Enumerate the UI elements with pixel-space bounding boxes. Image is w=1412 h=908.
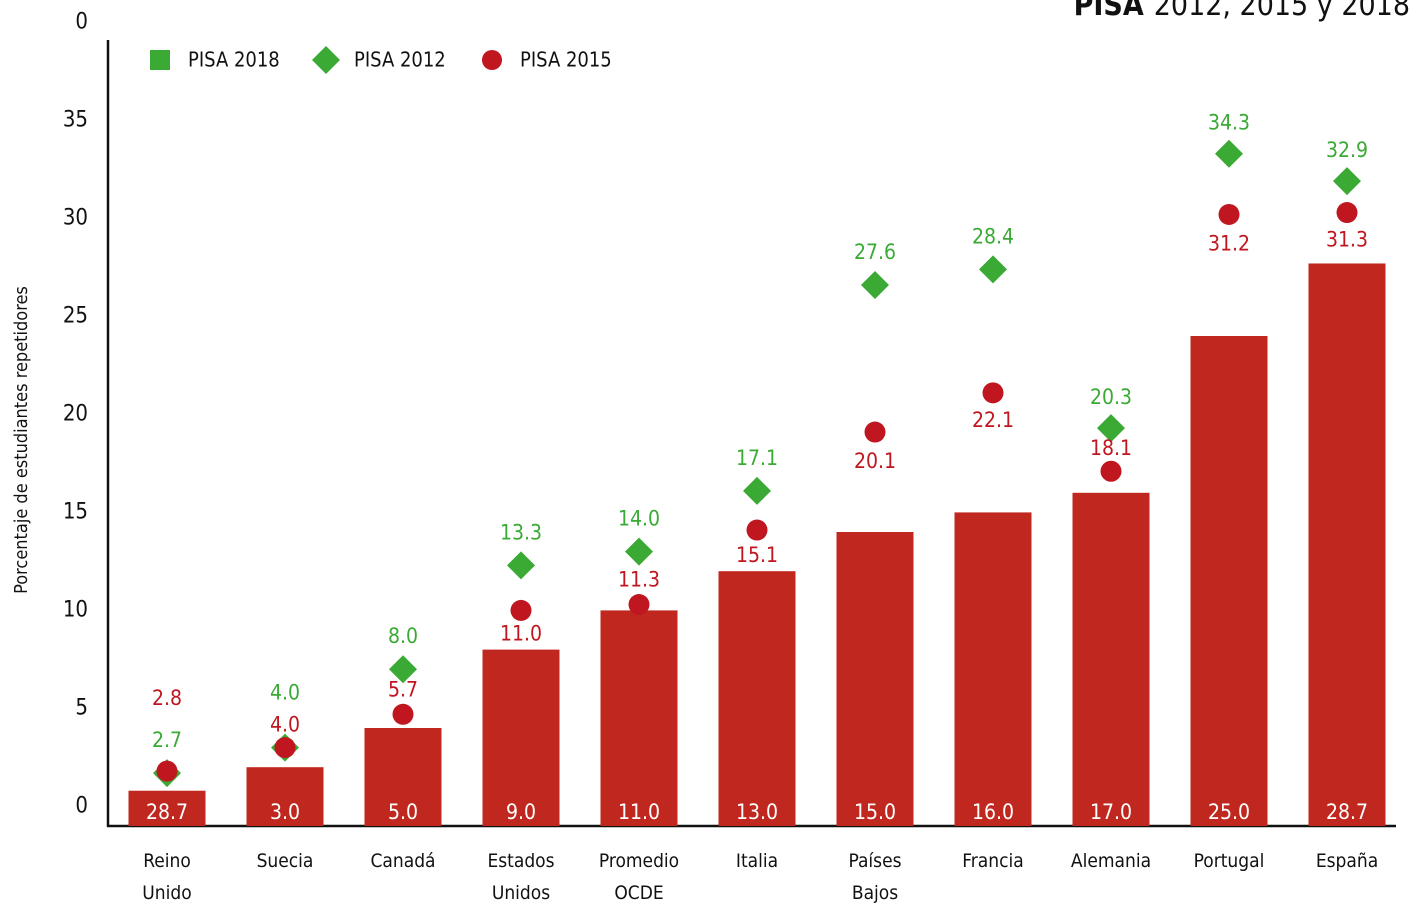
legend-label: PISA 2018 — [188, 48, 280, 72]
bar — [128, 790, 206, 826]
dot-value-label: 18.1 — [1090, 436, 1132, 460]
x-tick-label: Suecia — [256, 850, 314, 872]
x-tick-label: Francia — [962, 850, 1024, 872]
diamond-value-label: 32.9 — [1326, 138, 1368, 162]
bar-value-label: 16.0 — [972, 800, 1014, 824]
diamond-marker — [1215, 139, 1243, 168]
y-tick-label: 25 — [63, 303, 88, 328]
bar — [718, 571, 796, 826]
bar — [364, 728, 442, 826]
bar-value-label: 9.0 — [506, 800, 536, 824]
chart-title: PISA 2012, 2015 y 2018 — [1074, 0, 1410, 23]
x-tick-label: Promedio OCDE — [598, 850, 680, 904]
y-tick-label: 30 — [63, 205, 88, 230]
bar-value-label: 15.0 — [854, 800, 896, 824]
dot-value-label: 31.3 — [1326, 228, 1368, 252]
bar — [836, 532, 914, 826]
legend-label: PISA 2015 — [520, 48, 612, 72]
bar — [1072, 492, 1150, 826]
dot-value-label: 15.1 — [736, 543, 778, 567]
legend-marker — [312, 46, 340, 74]
y-tick-label: 0 — [75, 793, 88, 818]
bar — [1190, 336, 1268, 826]
diamond-value-label: 27.6 — [854, 240, 896, 264]
diamond-value-label: 8.0 — [388, 624, 418, 648]
bar-value-label: 25.0 — [1208, 800, 1250, 824]
dot-marker — [156, 760, 178, 782]
x-tick-label: Países Bajos — [848, 850, 902, 904]
legend-marker — [150, 50, 170, 70]
x-tick-label: Alemania — [1070, 850, 1152, 872]
diamond-value-label: 17.1 — [736, 446, 778, 470]
dot-value-label: 31.2 — [1208, 231, 1250, 255]
x-tick-label: Reino Unido — [142, 850, 192, 904]
x-tick-label: Estados Unidos — [487, 850, 555, 904]
dot-marker — [274, 737, 296, 759]
diamond-marker — [1097, 414, 1125, 443]
dot-marker — [392, 703, 414, 725]
diamond-marker — [389, 655, 417, 684]
diamond-value-label: 2.7 — [152, 728, 182, 752]
x-tick-label: Portugal — [1193, 850, 1265, 872]
y-tick-label: 5 — [75, 695, 88, 720]
bar-value-label: 28.7 — [1326, 800, 1368, 824]
diamond-marker — [861, 271, 889, 300]
diamond-value-label: 34.3 — [1208, 111, 1250, 135]
bar — [954, 512, 1032, 826]
x-tick-label: España — [1315, 850, 1379, 872]
diamond-marker — [743, 476, 771, 505]
diamond-value-label: 28.4 — [972, 224, 1014, 248]
diamond-marker — [1333, 167, 1361, 196]
dot-value-label: 5.7 — [388, 677, 418, 701]
bar-value-label: 5.0 — [388, 800, 418, 824]
x-tick-label: Italia — [735, 850, 779, 872]
diamond-marker — [979, 255, 1007, 284]
dot-value-label: 4.0 — [270, 713, 300, 737]
legend-label: PISA 2012 — [354, 48, 446, 72]
bar-value-label: 17.0 — [1090, 800, 1132, 824]
y-axis-label: Porcentaje de estudiantes repetidores — [11, 286, 32, 594]
dot-value-label: 20.1 — [854, 449, 896, 473]
bar-value-label: 28.7 — [146, 800, 188, 824]
y-tick-label: 10 — [63, 597, 88, 622]
legend-marker — [482, 50, 502, 70]
bar — [600, 610, 678, 826]
dot-marker — [982, 382, 1004, 404]
bar — [246, 767, 324, 826]
dot-value-label: 22.1 — [972, 408, 1014, 432]
dot-marker — [864, 421, 886, 443]
diamond-marker — [507, 551, 535, 580]
dot-marker — [746, 519, 768, 541]
y-tick-label: 0 — [75, 9, 88, 34]
diamond-value-label: 13.3 — [500, 520, 542, 544]
bar-value-label: 3.0 — [270, 800, 300, 824]
dot-value-label: 11.3 — [618, 568, 660, 592]
diamond-value-label: 14.0 — [618, 507, 660, 531]
dot-marker — [1100, 460, 1122, 482]
dot-marker — [510, 599, 532, 621]
y-tick-label: 15 — [63, 499, 88, 524]
dot-marker — [628, 594, 650, 616]
bar — [1308, 263, 1386, 827]
y-tick-label: 35 — [63, 107, 88, 132]
diamond-marker — [625, 537, 653, 566]
dot-value-label: 11.0 — [500, 621, 542, 645]
x-tick-label: Canadá — [370, 850, 436, 872]
bar-value-label: 11.0 — [618, 800, 660, 824]
diamond-value-label: 4.0 — [270, 681, 300, 705]
dot-value-label: 2.8 — [152, 686, 182, 710]
diamond-value-label: 20.3 — [1090, 385, 1132, 409]
bar-value-label: 13.0 — [736, 800, 778, 824]
dot-marker — [1218, 203, 1240, 225]
title-rest: 2012, 2015 y 2018 — [1154, 0, 1410, 23]
bar — [482, 649, 560, 826]
title-bold: PISA — [1074, 0, 1144, 23]
y-tick-label: 20 — [63, 401, 88, 426]
dot-marker — [1336, 202, 1358, 224]
